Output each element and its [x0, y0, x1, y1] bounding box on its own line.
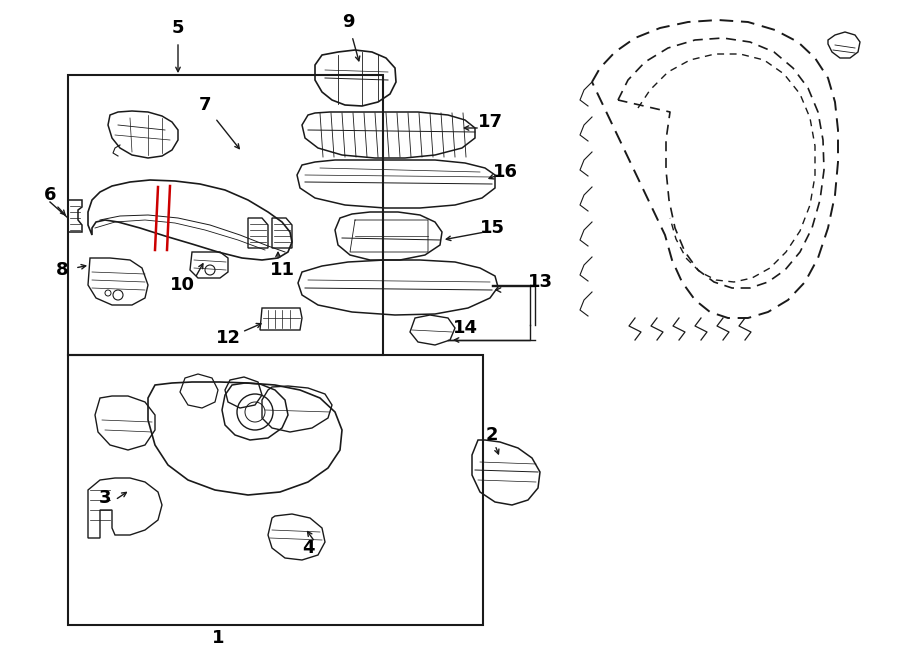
Text: 11: 11	[269, 261, 294, 279]
Text: 15: 15	[480, 219, 505, 237]
Text: 3: 3	[99, 489, 112, 507]
Text: 10: 10	[169, 276, 194, 294]
Text: 7: 7	[199, 96, 212, 114]
Text: 6: 6	[44, 186, 56, 204]
Text: 16: 16	[492, 163, 517, 181]
Text: 9: 9	[342, 13, 355, 31]
Text: 14: 14	[453, 319, 478, 337]
Text: 1: 1	[212, 629, 224, 647]
Text: 17: 17	[478, 113, 502, 131]
Bar	[68, 75, 383, 355]
Bar	[68, 355, 483, 625]
Text: 12: 12	[215, 329, 240, 347]
Text: 13: 13	[527, 273, 553, 291]
Text: 5: 5	[172, 19, 184, 37]
Text: 8: 8	[56, 261, 68, 279]
Text: 2: 2	[486, 426, 499, 444]
Text: 4: 4	[302, 539, 314, 557]
